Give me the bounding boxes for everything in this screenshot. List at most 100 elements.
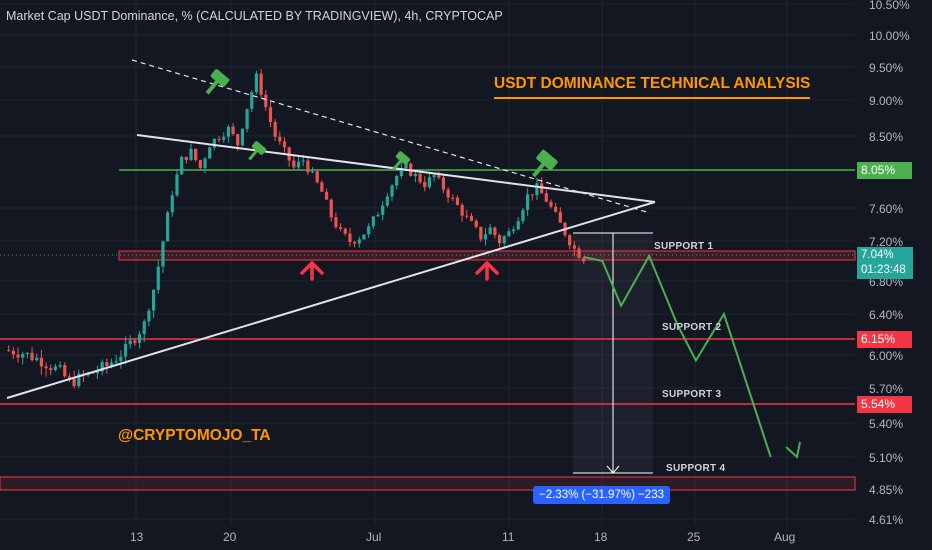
- up-arrow-icon: [300, 261, 324, 281]
- support-2-label: SUPPORT 2: [662, 322, 722, 333]
- candle-body: [572, 245, 576, 249]
- candle-body: [530, 194, 534, 196]
- candle-body: [175, 174, 179, 196]
- candle-body: [348, 233, 352, 242]
- candle-body: [460, 204, 464, 216]
- candle-body: [133, 340, 137, 343]
- gavel-icon: [392, 151, 411, 171]
- y-tick: 7.20%: [869, 235, 903, 249]
- candle-body: [334, 217, 338, 228]
- candle-body: [329, 199, 333, 218]
- candle-body: [502, 236, 506, 244]
- last-price-badge: 7.04% 01:23:48: [857, 247, 913, 279]
- candle-body: [371, 216, 375, 227]
- candle-body: [7, 349, 11, 351]
- candle-body: [250, 92, 254, 109]
- y-tick: 10.00%: [869, 29, 910, 43]
- candle-body: [240, 128, 245, 146]
- resistance-price-badge: 8.05%: [857, 162, 912, 179]
- candle-body: [264, 94, 268, 108]
- candle-body: [226, 126, 230, 137]
- projection-path[interactable]: [583, 253, 772, 458]
- candle-body: [292, 160, 296, 168]
- candle-body: [577, 248, 581, 258]
- support-4-zone[interactable]: [0, 476, 856, 491]
- measure-arrowhead: [606, 465, 620, 474]
- grid: [0, 0, 855, 525]
- x-tick: Aug: [774, 530, 795, 544]
- lower-trendline[interactable]: [6, 201, 656, 399]
- candle-body: [507, 231, 511, 237]
- candle-body: [278, 136, 282, 142]
- candle-body: [296, 161, 301, 168]
- candle-body: [170, 195, 174, 213]
- x-tick: Jul: [366, 530, 381, 544]
- candle-body: [268, 107, 273, 122]
- dashed-downtrend[interactable]: [131, 59, 651, 214]
- candle-body: [582, 257, 586, 262]
- support-3-label: SUPPORT 3: [662, 389, 722, 400]
- candle-body: [367, 226, 371, 235]
- x-tick: 11: [502, 530, 515, 544]
- candle-body: [58, 365, 62, 367]
- candle-body: [441, 177, 446, 190]
- y-tick: 8.50%: [869, 130, 903, 144]
- y-tick: 6.40%: [869, 308, 903, 322]
- y-tick: 6.00%: [869, 349, 903, 363]
- candle-body: [30, 352, 34, 361]
- candle-body: [91, 372, 95, 374]
- x-tick: 18: [594, 530, 608, 544]
- y-tick: 5.10%: [869, 451, 903, 465]
- y-tick: 10.50%: [869, 0, 910, 12]
- support-4-label: SUPPORT 4: [666, 463, 726, 474]
- candle-body: [39, 357, 43, 367]
- candle-body: [488, 227, 492, 235]
- candle-body: [49, 368, 53, 371]
- candle-body: [63, 365, 67, 377]
- x-tick: 20: [223, 530, 237, 544]
- candle-body: [526, 194, 530, 211]
- candle-body: [306, 160, 310, 173]
- candle-body: [357, 239, 361, 244]
- candle-body: [497, 235, 502, 244]
- candle-body: [483, 234, 488, 240]
- measure-badge: −2.33% (−31.97%) −233: [533, 486, 670, 504]
- candle-body: [180, 156, 184, 175]
- candle-body: [161, 241, 165, 267]
- candle-body: [152, 289, 156, 311]
- candle-body: [259, 73, 263, 95]
- support-1-zone[interactable]: [118, 250, 856, 261]
- candle-body: [212, 138, 216, 148]
- candle-body: [511, 229, 516, 232]
- candle-body: [147, 310, 151, 322]
- gavel-icon: [205, 69, 230, 95]
- candle-body: [479, 226, 483, 240]
- candle-body: [474, 220, 478, 227]
- candle-body: [25, 352, 29, 355]
- candle-body: [72, 378, 76, 387]
- candle-body: [413, 173, 417, 176]
- candle-body: [282, 141, 287, 148]
- y-tick: 9.00%: [869, 94, 903, 108]
- candle-body: [128, 340, 132, 345]
- candle-body: [568, 235, 572, 246]
- candle-body: [35, 357, 39, 361]
- candle-body: [114, 361, 118, 363]
- gavel-icon: [531, 149, 558, 178]
- candle-body: [156, 266, 160, 290]
- candle-body: [184, 156, 188, 161]
- candle-body: [423, 182, 427, 188]
- candle-body: [142, 321, 146, 335]
- candle-body: [77, 373, 81, 387]
- candle-body: [395, 176, 399, 186]
- candle-body: [119, 356, 123, 362]
- candle-body: [273, 121, 277, 137]
- candle-body: [198, 160, 202, 169]
- candle-body: [469, 215, 474, 221]
- candle-body: [554, 206, 558, 212]
- analysis-title: USDT DOMINANCE TECHNICAL ANALYSIS: [494, 75, 811, 99]
- candle-body: [208, 147, 212, 159]
- y-tick: 5.40%: [869, 417, 903, 431]
- x-axis: 13 20 Jul 11 18 25 Aug: [130, 530, 795, 544]
